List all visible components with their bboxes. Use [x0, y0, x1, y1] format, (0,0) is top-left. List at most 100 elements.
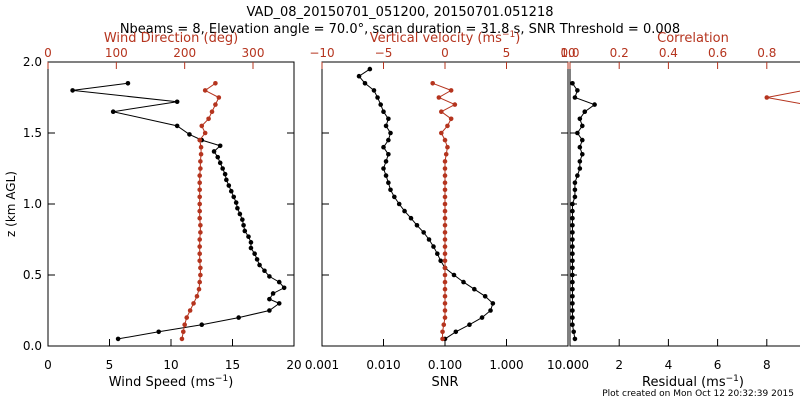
- data-point: [442, 265, 448, 271]
- data-point: [356, 73, 362, 79]
- x-tick-label-bottom: 0.010: [366, 358, 400, 372]
- data-point: [452, 102, 458, 107]
- data-point: [220, 166, 225, 171]
- data-point: [198, 152, 204, 157]
- data-point: [577, 166, 583, 171]
- data-point: [156, 329, 161, 335]
- x-tick-label-top: −10: [309, 46, 334, 60]
- data-point: [570, 244, 575, 249]
- data-point: [179, 336, 185, 342]
- data-point: [386, 116, 391, 122]
- data-point: [381, 144, 386, 150]
- data-point: [448, 88, 454, 93]
- data-point: [182, 322, 187, 328]
- data-point: [442, 286, 448, 292]
- data-point: [570, 237, 575, 242]
- data-point: [442, 223, 448, 228]
- data-point: [430, 81, 436, 86]
- data-point: [461, 279, 466, 285]
- data-point: [571, 329, 576, 335]
- data-point: [233, 200, 239, 205]
- data-point: [276, 301, 282, 306]
- data-point: [257, 262, 262, 268]
- x-axis-label-bottom: SNR: [431, 375, 458, 390]
- data-point: [575, 88, 580, 93]
- figure-subtitle: Nbeams = 8, Elevation angle = 70.0°, sca…: [120, 22, 680, 37]
- data-point: [386, 137, 391, 143]
- data-point: [580, 123, 585, 129]
- data-point: [436, 95, 442, 100]
- x-tick-label-top: 0.8: [757, 46, 776, 60]
- data-point: [396, 201, 402, 207]
- x-tick-label-top: 0.0: [560, 46, 579, 60]
- data-point: [197, 244, 202, 249]
- data-point: [442, 258, 448, 264]
- data-point: [213, 102, 218, 107]
- data-point: [451, 272, 457, 278]
- y-axis-label: z (km AGL): [4, 171, 18, 237]
- data-point: [197, 279, 202, 285]
- data-point: [215, 154, 221, 160]
- data-point: [198, 265, 203, 271]
- series-line-primary: [358, 68, 494, 340]
- data-point: [570, 251, 575, 256]
- data-point: [199, 123, 205, 129]
- data-point: [577, 144, 583, 150]
- data-point: [570, 322, 575, 328]
- data-point: [226, 183, 232, 188]
- data-point: [267, 274, 272, 279]
- data-point: [570, 265, 575, 271]
- data-point: [125, 81, 131, 86]
- data-point: [439, 109, 444, 114]
- data-point: [248, 240, 254, 245]
- data-point: [570, 201, 575, 207]
- data-point: [110, 109, 116, 114]
- data-point: [414, 223, 420, 228]
- data-point: [442, 194, 448, 200]
- data-point: [383, 173, 389, 178]
- data-point: [570, 315, 575, 320]
- data-point: [443, 152, 449, 157]
- data-point: [194, 294, 200, 299]
- data-point: [262, 268, 267, 274]
- data-point: [479, 315, 485, 320]
- data-point: [198, 166, 203, 171]
- series-line-primary: [571, 83, 596, 339]
- data-point: [267, 296, 272, 302]
- data-point: [582, 109, 588, 114]
- data-point: [216, 95, 222, 100]
- data-point: [381, 109, 386, 114]
- data-point: [362, 81, 368, 86]
- data-point: [441, 322, 447, 328]
- data-point: [388, 187, 393, 193]
- chart-panel-2: 0.001 0.010 0.100 1.000 10.000 SNR −10 −5 0 5 10 Ve…: [305, 30, 589, 390]
- x-tick-label-top: 200: [173, 46, 196, 60]
- y-tick-label: 0.0: [23, 339, 42, 353]
- x-tick-label-top: 0: [44, 46, 52, 60]
- x-tick-label-bottom: 10.000: [547, 358, 589, 372]
- data-point: [240, 217, 245, 222]
- data-point: [213, 81, 218, 86]
- data-point: [378, 102, 383, 107]
- data-point: [236, 315, 241, 320]
- data-point: [202, 130, 208, 136]
- x-tick-label-top: 300: [242, 46, 265, 60]
- x-tick-label-bottom: 0.100: [428, 358, 462, 372]
- y-tick-label: 1.5: [23, 126, 42, 140]
- data-point: [198, 223, 203, 228]
- data-point: [577, 116, 583, 122]
- data-point: [211, 149, 217, 154]
- data-point: [575, 130, 580, 136]
- data-point: [490, 301, 496, 306]
- data-point: [442, 294, 448, 299]
- plot-frame: [47, 61, 295, 347]
- data-point: [383, 159, 389, 164]
- x-tick-label-bottom: 6: [714, 358, 722, 372]
- data-point: [375, 95, 380, 100]
- data-point: [421, 230, 426, 235]
- data-point: [570, 272, 575, 278]
- data-point: [439, 130, 444, 136]
- data-point: [572, 187, 578, 193]
- data-point: [386, 152, 391, 157]
